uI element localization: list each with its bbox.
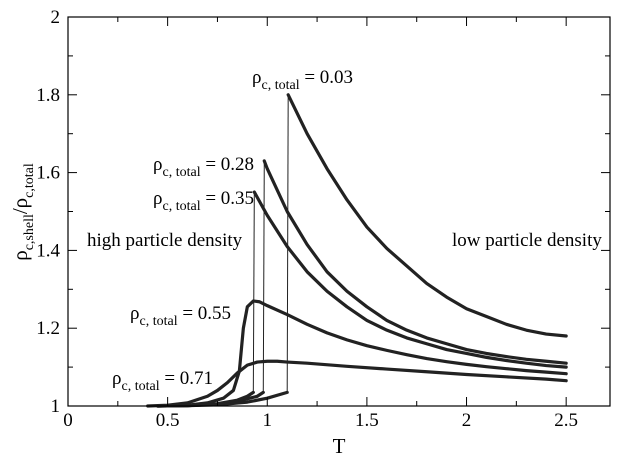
annotation-rho-symbol: ρ — [252, 67, 261, 88]
y-tick-label: 1.2 — [36, 318, 60, 339]
x-tick-label: 0 — [63, 410, 73, 431]
region-label-high-density: high particle density — [87, 230, 243, 251]
x-tick-label: 2 — [462, 410, 472, 431]
x-tick-label: 1 — [263, 410, 273, 431]
y-tick-label: 1.4 — [36, 240, 60, 261]
x-tick-label: 0.5 — [156, 410, 180, 431]
y-tick-label: 1.8 — [36, 85, 60, 106]
x-tick-label: 1.5 — [355, 410, 379, 431]
annotation-rho-0.35: ρc, total = 0.35 — [153, 188, 254, 214]
series-0-transition-line — [286, 94, 289, 393]
y-axis-title: ρc,shell/ρc,total — [8, 163, 37, 261]
y-tick-label: 2 — [51, 7, 61, 28]
plot-frame — [67, 16, 611, 407]
annotation-rho-sub: c, total — [261, 78, 299, 93]
series-1-transition-line — [262, 160, 265, 393]
series-4-line — [146, 359, 568, 408]
series-3-line — [156, 299, 568, 408]
annotation-rho-sub: c, total — [139, 314, 177, 329]
annotation-rho-value: = 0.71 — [160, 368, 213, 389]
y-axis-title-rho: ρ — [8, 250, 32, 260]
y-tick-label: 1 — [51, 396, 61, 417]
annotation-rho-symbol: ρ — [112, 368, 121, 389]
y-axis-title-den-rho: ρ — [8, 198, 32, 208]
series-0-high-branch — [286, 93, 568, 338]
y-axis-title-num-sub: c,shell — [22, 214, 37, 250]
annotation-rho-0.28: ρc, total = 0.28 — [153, 154, 254, 180]
y-axis-title-den-sub: c,total — [22, 163, 37, 198]
annotation-rho-value: = 0.55 — [178, 303, 231, 324]
annotation-rho-0.03: ρc, total = 0.03 — [252, 67, 353, 93]
annotation-rho-symbol: ρ — [130, 303, 139, 324]
annotation-rho-value: = 0.28 — [201, 154, 254, 175]
series-2-transition-line — [252, 192, 255, 393]
annotation-rho-symbol: ρ — [153, 154, 162, 175]
annotation-rho-sub: c, total — [121, 379, 159, 394]
annotation-rho-value: = 0.03 — [300, 67, 353, 88]
series-1-high-branch — [262, 159, 568, 365]
annotation-rho-value: = 0.35 — [201, 188, 254, 209]
series-2-high-branch — [252, 190, 568, 369]
y-axis-title-slash: / — [8, 208, 32, 214]
region-label-low-density: low particle density — [452, 230, 602, 251]
annotation-rho-0.55: ρc, total = 0.55 — [130, 303, 231, 329]
annotation-rho-sub: c, total — [162, 199, 200, 214]
annotation-rho-0.71: ρc, total = 0.71 — [112, 368, 213, 394]
x-tick-label: 2.5 — [554, 410, 578, 431]
x-axis-title: T — [333, 434, 346, 458]
annotation-rho-sub: c, total — [162, 165, 200, 180]
y-tick-label: 1.6 — [36, 163, 60, 184]
plot-area — [146, 93, 568, 408]
annotation-rho-symbol: ρ — [153, 188, 162, 209]
